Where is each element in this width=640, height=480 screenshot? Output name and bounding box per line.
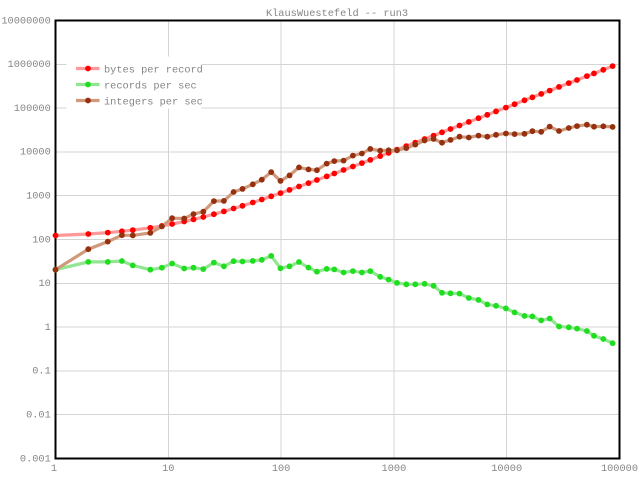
svg-text:0.1: 0.1 [32, 366, 51, 378]
svg-text:10: 10 [162, 463, 174, 475]
svg-text:0.001: 0.001 [20, 453, 51, 465]
svg-text:10000: 10000 [491, 463, 522, 475]
svg-text:10000: 10000 [20, 147, 51, 159]
svg-text:1: 1 [45, 322, 51, 334]
svg-text:100000: 100000 [14, 103, 51, 115]
svg-text:KlausWuestefeld -- run3: KlausWuestefeld -- run3 [266, 8, 408, 20]
svg-text:integers per sec: integers per sec [104, 96, 203, 108]
svg-text:bytes per record: bytes per record [104, 64, 203, 76]
svg-text:100: 100 [32, 234, 51, 246]
svg-text:1000: 1000 [382, 463, 407, 475]
svg-text:0.01: 0.01 [26, 410, 51, 422]
svg-text:10000000: 10000000 [1, 15, 50, 27]
svg-text:100000: 100000 [601, 463, 638, 475]
svg-text:1000000: 1000000 [8, 59, 51, 71]
svg-text:100: 100 [272, 463, 291, 475]
svg-text:records per sec: records per sec [104, 80, 197, 92]
svg-text:10: 10 [38, 278, 50, 290]
svg-text:1000: 1000 [26, 191, 51, 203]
svg-text:1: 1 [51, 463, 57, 475]
